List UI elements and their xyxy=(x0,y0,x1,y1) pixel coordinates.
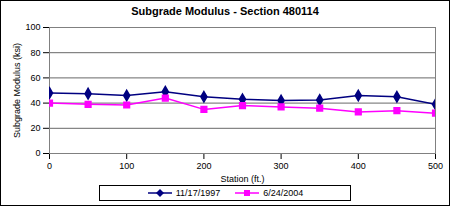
svg-text:200: 200 xyxy=(196,161,211,171)
svg-text:Subgrade Modulus (ksi): Subgrade Modulus (ksi) xyxy=(12,43,22,138)
svg-text:500: 500 xyxy=(428,161,443,171)
svg-text:20: 20 xyxy=(30,123,40,133)
svg-text:80: 80 xyxy=(30,48,40,58)
svg-text:40: 40 xyxy=(30,98,40,108)
svg-text:60: 60 xyxy=(30,73,40,83)
svg-text:0: 0 xyxy=(35,148,40,158)
html-text:11/17/1997: 11/17/1997 xyxy=(175,188,221,198)
svg-text:0: 0 xyxy=(47,161,52,171)
svg-text:300: 300 xyxy=(274,161,289,171)
svg-text:Station (ft.): Station (ft.) xyxy=(220,174,264,184)
html-text:Subgrade Modulus - Section 480: Subgrade Modulus - Section 480114 xyxy=(131,5,319,17)
svg-text:100: 100 xyxy=(25,22,40,32)
svg-text:100: 100 xyxy=(119,161,134,171)
html-text:6/24/2004: 6/24/2004 xyxy=(263,188,304,198)
svg-text:400: 400 xyxy=(351,161,366,171)
